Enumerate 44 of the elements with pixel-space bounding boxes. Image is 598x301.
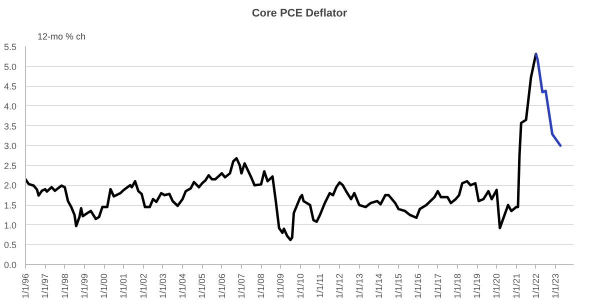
x-tick-label: 1/1/09 [276, 273, 286, 299]
x-tick-label: 1/1/19 [472, 273, 482, 299]
x-tick-label: 1/1/21 [511, 273, 522, 299]
x-tick-label: 1/1/07 [236, 273, 246, 299]
x-tick-label: 1/1/99 [79, 273, 90, 299]
y-tick-label: 5.0 [4, 62, 17, 72]
x-tick-label: 1/1/18 [452, 273, 462, 299]
x-tick-label: 1/1/06 [216, 273, 227, 299]
y-tick-label: 1.5 [4, 200, 17, 211]
x-tick-label: 1/1/04 [178, 273, 188, 299]
chart-title: Core PCE Deflator [252, 8, 348, 20]
y-tick-label: 1.0 [4, 220, 17, 230]
y-tick-label: 4.5 [4, 82, 17, 92]
x-tick-label: 1/1/14 [374, 273, 384, 299]
x-tick-label: 1/1/97 [40, 273, 50, 299]
y-tick-label: 2.0 [4, 180, 17, 191]
x-tick-label: 1/1/08 [256, 273, 266, 299]
y-axis-title: 12-mo % ch [38, 32, 86, 42]
line-series [534, 52, 562, 147]
x-tick-label: 1/1/11 [314, 273, 325, 298]
x-tick-label: 1/1/02 [138, 273, 148, 299]
x-tick-label: 1/1/01 [118, 273, 129, 299]
y-tick-label: 3.5 [4, 121, 17, 132]
x-tick-label: 1/1/00 [99, 273, 110, 299]
y-tick-label: 4.0 [4, 101, 17, 112]
y-tick-label: 3.0 [4, 141, 17, 152]
line-series [26, 52, 538, 242]
x-tick-label: 1/1/98 [60, 273, 70, 299]
x-tick-label: 1/1/16 [413, 273, 424, 299]
x-tick-label: 1/1/13 [354, 273, 364, 299]
x-tick-label: 1/1/96 [20, 273, 30, 299]
x-tick-label: 1/1/03 [158, 273, 168, 299]
x-tick-label: 1/1/22 [530, 273, 541, 299]
x-tick-label: 1/1/12 [334, 273, 345, 299]
x-tick-label: 1/1/05 [197, 273, 208, 299]
x-tick-label: 1/1/23 [550, 273, 561, 299]
y-tick-label: 0.0 [4, 260, 17, 270]
x-tick-label: 1/1/17 [432, 273, 443, 299]
y-tick-label: 0.5 [4, 240, 17, 250]
y-tick-label: 5.5 [4, 42, 17, 52]
x-tick-label: 1/1/15 [394, 273, 404, 299]
x-tick-label: 1/1/20 [492, 273, 502, 299]
x-tick-label: 1/1/10 [295, 273, 306, 299]
y-tick-label: 2.5 [4, 160, 17, 171]
